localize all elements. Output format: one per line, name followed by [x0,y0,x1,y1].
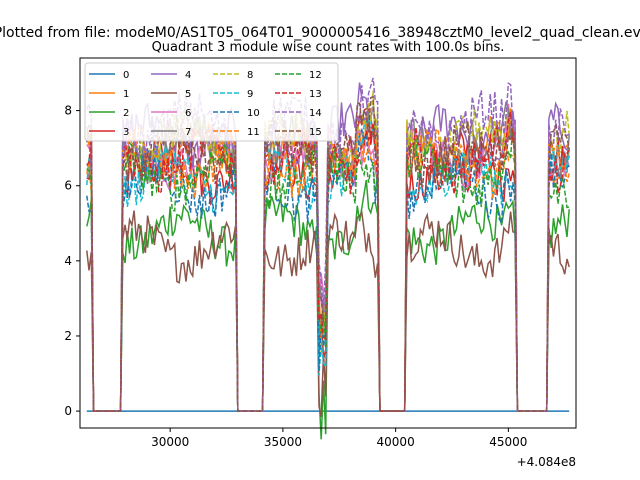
series-line-15 [86,95,570,412]
legend-label: 12 [309,70,322,81]
x-axis-ticks: 30000 35000 40000 45000 [151,428,527,449]
legend-label: 10 [247,108,260,119]
y-tick-label: 0 [64,404,72,418]
y-axis-ticks: 0 2 4 6 8 [64,104,80,418]
legend-label: 6 [185,108,191,119]
figure-suptitle: Plotted from file: modeM0/AS1T05_064T01_… [0,25,640,41]
legend-label: 1 [123,89,129,100]
legend-label: 5 [185,89,191,100]
x-tick-label: 40000 [377,435,415,449]
legend-label: 8 [247,70,253,81]
y-tick-label: 6 [64,179,72,193]
legend-label: 3 [123,127,129,138]
y-tick-label: 2 [64,329,72,343]
x-tick-label: 45000 [489,435,527,449]
y-tick-label: 4 [64,254,72,268]
legend-frame [84,62,339,142]
legend-label: 4 [185,70,191,81]
y-tick-label: 8 [64,104,72,118]
series-line-12 [86,123,570,412]
x-tick-label: 30000 [151,435,189,449]
x-axis-offset-label: +4.084e8 [517,455,576,469]
legend-label: 7 [185,127,191,138]
legend-label: 15 [309,127,322,138]
chart-title: Quadrant 3 module wise count rates with … [152,40,505,55]
legend-label: 9 [247,89,253,100]
legend-label: 13 [309,89,322,100]
axes-frame [79,57,577,429]
legend-label: 11 [247,127,260,138]
legend-label: 2 [123,108,129,119]
legend-label: 14 [309,108,322,119]
x-tick-label: 35000 [264,435,302,449]
series-line-10 [86,127,570,412]
legend-label: 0 [123,70,129,81]
series-line-5 [86,210,570,417]
